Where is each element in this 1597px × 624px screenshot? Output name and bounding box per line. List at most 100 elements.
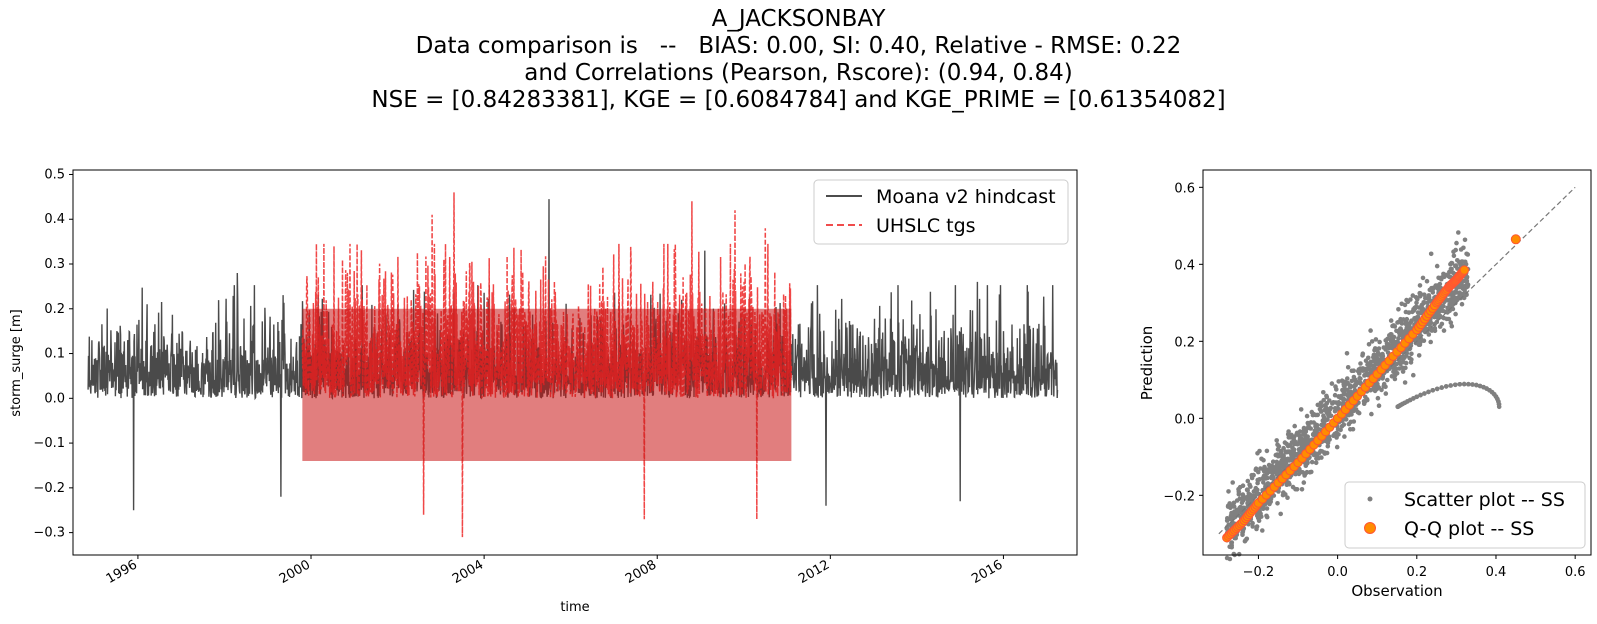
scatter-point — [1430, 388, 1436, 393]
scatter-point — [1496, 401, 1502, 407]
scatter-point — [1380, 351, 1385, 357]
scatter-xlabel: Observation — [1351, 582, 1442, 600]
scatter-point — [1372, 348, 1377, 353]
scatter-point — [1400, 369, 1406, 374]
scatter-point — [1355, 409, 1361, 415]
scatter-point — [1275, 501, 1280, 506]
scatter-point — [1294, 487, 1300, 492]
scatter-point — [1228, 522, 1234, 527]
scatter-point — [1464, 283, 1469, 288]
scatter-point — [1325, 443, 1331, 449]
scatter-point — [1393, 367, 1398, 373]
scatter-point — [1403, 360, 1409, 366]
scatter-point — [1453, 311, 1458, 317]
scatter-point — [1373, 337, 1379, 342]
timeseries-ytick-label: −0.3 — [33, 526, 65, 541]
scatter-point — [1434, 311, 1439, 317]
scatter-ytick-label: 0.4 — [1174, 258, 1195, 273]
legend-label-obs: UHSLC tgs — [876, 215, 976, 237]
scatter-point — [1422, 391, 1427, 396]
scatter-point — [1470, 382, 1475, 387]
scatter-point — [1349, 390, 1354, 395]
scatter-xtick-label: 0.2 — [1406, 565, 1427, 580]
scatter-point — [1349, 368, 1355, 374]
scatter-point — [1353, 381, 1359, 387]
scatter-point — [1278, 511, 1283, 517]
scatter-point — [1240, 492, 1246, 497]
scatter-point — [1255, 487, 1260, 493]
scatter-point — [1286, 458, 1292, 463]
scatter-point — [1375, 395, 1381, 401]
figure-title: A_JACKSONBAY Data comparison is -- BIAS:… — [0, 6, 1597, 114]
scatter-point — [1395, 320, 1400, 325]
scatter-point — [1259, 456, 1264, 462]
scatter-point — [1459, 283, 1465, 289]
scatter-ytick-label: 0.0 — [1174, 412, 1195, 427]
timeseries-legend[interactable]: Moana v2 hindcast UHSLC tgs — [813, 179, 1069, 245]
scatter-point — [1318, 400, 1324, 406]
scatter-point — [1332, 406, 1338, 411]
scatter-legend[interactable]: Scatter plot -- SS Q-Q plot -- SS — [1344, 481, 1586, 549]
timeseries-xtick-label: 1996 — [104, 557, 140, 587]
scatter-point — [1358, 361, 1363, 366]
scatter-point — [1273, 466, 1279, 471]
scatter-point — [1397, 359, 1402, 365]
scatter-point — [1466, 381, 1471, 387]
scatter-point — [1381, 381, 1387, 387]
scatter-point — [1399, 356, 1405, 361]
scatter-point — [1334, 387, 1339, 392]
scatter-point — [1229, 540, 1234, 546]
timeseries-ytick-label: 0.4 — [44, 212, 65, 227]
scatter-point — [1432, 325, 1438, 331]
scatter-point — [1329, 381, 1335, 386]
scatter-point — [1267, 501, 1272, 507]
scatter-point — [1456, 259, 1462, 265]
scatter-point — [1366, 342, 1372, 347]
scatter-point — [1391, 323, 1396, 328]
timeseries-xtick-label: 2008 — [623, 557, 659, 587]
scatter-point — [1297, 447, 1303, 453]
title-correlations: and Correlations (Pearson, Rscore): (0.9… — [524, 60, 1073, 86]
scatter-point — [1403, 309, 1409, 315]
scatter-point — [1291, 447, 1297, 452]
scatter-point — [1227, 556, 1233, 562]
scatter-point — [1462, 237, 1468, 243]
scatter-point — [1294, 432, 1299, 437]
scatter-point — [1341, 379, 1346, 384]
scatter-point — [1264, 513, 1269, 519]
timeseries-xtick-label: 2012 — [796, 557, 832, 587]
timeseries-xtick-label: 2004 — [450, 557, 486, 587]
scatter-point — [1290, 484, 1296, 490]
scatter-point — [1423, 295, 1428, 301]
scatter-point — [1335, 426, 1341, 432]
scatter-point — [1299, 487, 1305, 492]
scatter-point — [1424, 278, 1430, 284]
scatter-point — [1351, 374, 1357, 380]
scatter-point — [1403, 328, 1408, 333]
scatter-point — [1287, 481, 1292, 487]
scatter-point — [1453, 382, 1458, 388]
scatter-point — [1451, 249, 1456, 254]
scatter-point — [1408, 297, 1413, 302]
scatter-point — [1348, 419, 1354, 425]
scatter-point — [1327, 413, 1333, 419]
scatter-point — [1381, 345, 1387, 350]
scatter-point — [1234, 507, 1240, 513]
scatter-point — [1321, 421, 1327, 427]
scatter-point — [1388, 318, 1394, 323]
scatter-point — [1457, 382, 1463, 387]
scatter-point — [1278, 450, 1284, 456]
scatter-point — [1229, 544, 1234, 550]
scatter-point — [1313, 412, 1319, 418]
scatter-point — [1254, 526, 1259, 532]
legend-label-scatter: Scatter plot -- SS — [1404, 489, 1565, 511]
scatter-point — [1262, 464, 1267, 470]
scatter-point — [1270, 470, 1276, 476]
scatter-point — [1396, 307, 1401, 312]
scatter-point — [1260, 528, 1265, 533]
scatter-point — [1447, 274, 1452, 280]
scatter-point — [1286, 429, 1291, 434]
scatter-point — [1288, 435, 1293, 440]
timeseries-panel: −0.3 −0.2 −0.1 0.0 0.1 0.2 0.3 0.4 0.5 1996 2000 20… — [9, 167, 1078, 615]
scatter-point — [1402, 380, 1408, 385]
